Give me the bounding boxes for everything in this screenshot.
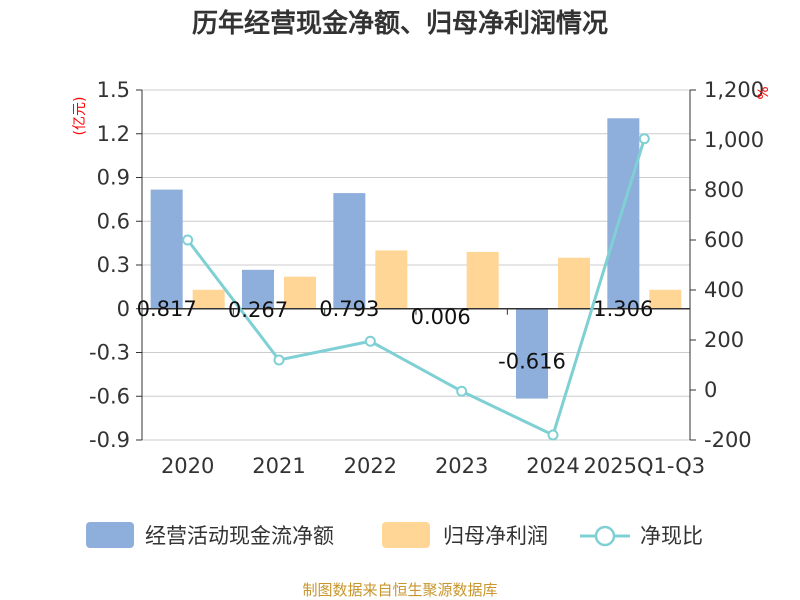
data-label-cashflow: 0.817 — [137, 297, 197, 321]
left-tick-label: 0.3 — [97, 253, 130, 277]
ratio-line — [186, 138, 646, 438]
data-label-cashflow: 0.793 — [319, 297, 379, 321]
right-tick-label: -200 — [704, 428, 752, 452]
data-label-cashflow: 1.306 — [593, 297, 653, 321]
legend-swatch-cashflow — [86, 522, 134, 548]
axes: 1.5 1.2 0.9 0.6 0.3 0 -0.3 -0.6 -0.9 1,200 1,000 80… — [89, 78, 764, 478]
right-tick-label: 1,000 — [704, 128, 764, 152]
ratio-point-2023 — [456, 385, 468, 397]
ratio-point-2024 — [547, 429, 559, 441]
bar-cashflow-2022 — [333, 193, 366, 309]
right-tick-label: 800 — [704, 178, 744, 202]
x-tick-label: 2021 — [252, 454, 305, 478]
ratio-point-2021 — [273, 354, 285, 366]
bar-cashflow-2024 — [516, 308, 548, 399]
legend-marker-ratio — [594, 525, 616, 547]
ratio-point-2020 — [182, 234, 194, 246]
bar-cashflow-2021 — [242, 269, 274, 309]
legend-label-ratio: 净现比 — [640, 524, 703, 548]
chart-title: 历年经营现金净额、归母净利润情况 — [192, 8, 608, 39]
x-tick-label: 2025Q1-Q3 — [584, 454, 706, 478]
bar-netprofit-2025Q1-Q3 — [649, 289, 682, 309]
source-note: 制图数据来自恒生聚源数据库 — [302, 581, 497, 599]
right-tick-label: 1,200 — [704, 78, 764, 102]
bar-netprofit-2023 — [466, 251, 499, 309]
bars — [150, 118, 682, 399]
data-label-cashflow: -0.616 — [498, 350, 566, 374]
left-axis-unit: (亿元) — [72, 97, 88, 136]
left-tick-label: -0.6 — [89, 384, 130, 408]
left-tick-label: 1.2 — [97, 122, 130, 146]
x-tick-label: 2023 — [435, 454, 488, 478]
left-tick-label: 0.6 — [97, 209, 130, 233]
left-tick-label: -0.3 — [89, 341, 130, 365]
left-tick-label: 0 — [117, 297, 130, 321]
right-tick-label: 200 — [704, 328, 744, 352]
bar-cashflow-2025Q1-Q3 — [607, 118, 640, 309]
bar-netprofit-2022 — [375, 250, 408, 309]
legend-swatch-netprofit — [382, 522, 430, 548]
left-tick-label: 0.9 — [97, 166, 130, 190]
ratio-point-2025Q1-Q3 — [638, 133, 650, 145]
bar-netprofit-2020 — [192, 289, 225, 309]
bar-netprofit-2024 — [558, 257, 590, 309]
legend-label-cashflow: 经营活动现金流净额 — [145, 524, 334, 548]
x-tick-label: 2020 — [161, 454, 214, 478]
right-tick-label: 400 — [704, 278, 744, 302]
left-tick-label: 1.5 — [97, 78, 130, 102]
right-tick-label: 0 — [704, 378, 717, 402]
data-labels: 0.817 0.267 0.793 0.006 -0.616 1.306 — [137, 297, 654, 374]
right-axis-unit: % — [756, 86, 772, 99]
ratio-point-2022 — [364, 335, 376, 347]
legend-label-netprofit: 归母净利润 — [443, 524, 548, 548]
data-label-cashflow: 0.267 — [228, 298, 288, 322]
bar-netprofit-2021 — [284, 276, 316, 309]
right-tick-label: 600 — [704, 228, 744, 252]
data-label-cashflow: 0.006 — [411, 305, 471, 329]
left-tick-label: -0.9 — [89, 428, 130, 452]
x-tick-label: 2022 — [344, 454, 397, 478]
bar-cashflow-2020 — [150, 189, 183, 309]
x-tick-label: 2024 — [526, 454, 579, 478]
line-series — [182, 133, 650, 441]
legend: 经营活动现金流净额 归母净利润 净现比 — [86, 522, 703, 548]
